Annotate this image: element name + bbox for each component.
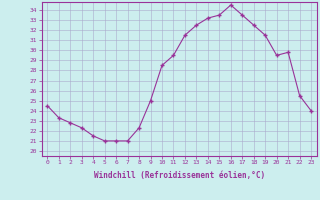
X-axis label: Windchill (Refroidissement éolien,°C): Windchill (Refroidissement éolien,°C): [94, 171, 265, 180]
